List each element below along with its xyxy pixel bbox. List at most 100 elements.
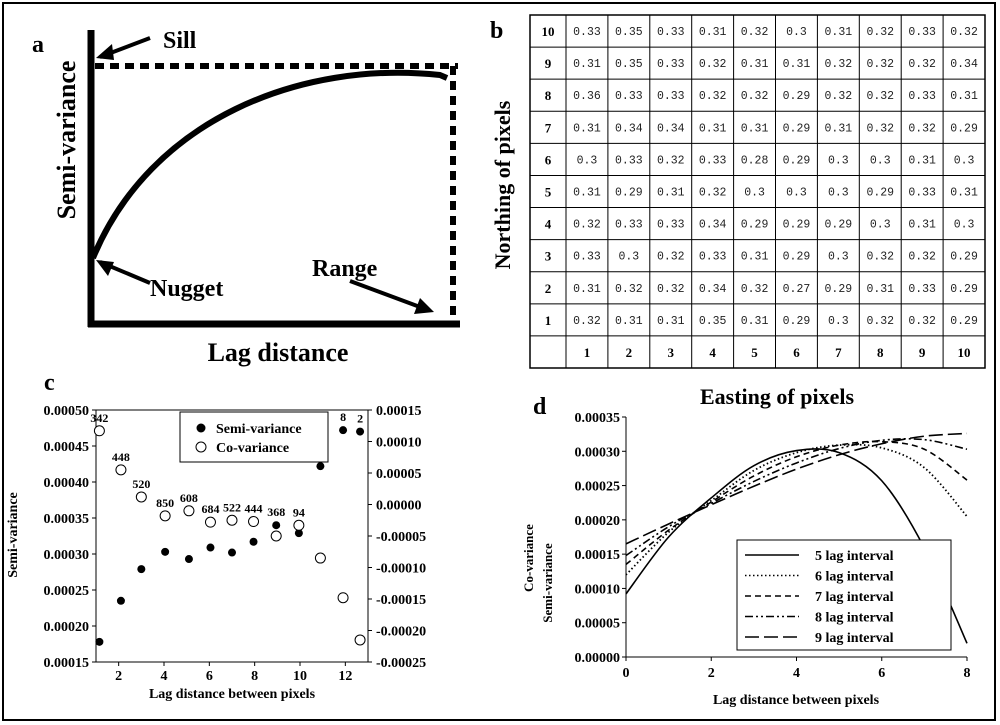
model-curve (625, 438, 968, 557)
panel-d-y-label-2: Co-variance (521, 524, 536, 592)
x-tick-label: 2 (115, 669, 122, 684)
table-cell: 0.32 (866, 90, 894, 103)
table-cell: 0.32 (573, 315, 601, 328)
table-cell: 0.32 (866, 26, 894, 39)
nugget-arrowhead (96, 260, 114, 276)
pair-count-label: 368 (267, 505, 285, 519)
panel-a-label: a (32, 32, 44, 58)
table-cell: 0.29 (866, 187, 894, 200)
covariance-point (314, 552, 326, 564)
table-cell: 0.3 (870, 219, 891, 232)
y2-tick-label: 0.00015 (376, 404, 422, 419)
table-cell: 0.31 (657, 187, 685, 200)
x-tick-label: 4 (793, 666, 800, 681)
covariance-point (183, 505, 195, 517)
y2-tick-label: -0.00010 (376, 562, 426, 577)
sill-arrowhead (96, 44, 114, 60)
table-cell: 0.32 (657, 154, 685, 167)
table-cell: 0.34 (615, 122, 643, 135)
panel-c-plot: 2 4 6 8 10 12 0.00015 0.00020 0.00025 0.00030 0.00… (44, 404, 427, 684)
table-cell: 0.3 (828, 315, 849, 328)
table-cell: 0.28 (741, 154, 769, 167)
y-tick-label: 0.00015 (44, 656, 90, 671)
semivariance-point (184, 555, 193, 564)
table-cell: 0.29 (783, 219, 811, 232)
range-annotation: Range (312, 256, 378, 282)
x-tick-label: 8 (964, 666, 971, 681)
row-label: 6 (545, 152, 552, 167)
covariance-point (115, 464, 127, 476)
pair-count-label: 522 (223, 500, 241, 514)
table-cell: 0.32 (866, 122, 894, 135)
table-cell: 0.32 (908, 251, 936, 264)
model-curve (625, 440, 968, 566)
table-cell: 0.33 (615, 219, 643, 232)
panel-b: b Northing of pixels Easting of pixels 1… (490, 14, 986, 409)
model-curve (625, 432, 968, 545)
x-tick-label: 0 (623, 666, 630, 681)
table-cell: 0.32 (657, 283, 685, 296)
column-label: 3 (668, 345, 675, 360)
table-cell: 0.31 (573, 122, 601, 135)
table-cell: 0.33 (657, 219, 685, 232)
table-cell: 0.3 (786, 187, 807, 200)
pixel-table: 10 0.33 0.35 0.33 0.31 0.32 0.3 0.31 0.32 0.33 0.3… (529, 14, 986, 369)
table-cell: 0.31 (573, 283, 601, 296)
table-cell: 0.29 (950, 315, 978, 328)
legend-label: 8 lag interval (815, 611, 894, 626)
table-cell: 0.32 (615, 283, 643, 296)
y2-tick-label: 0.00010 (376, 436, 422, 451)
row-label: 2 (545, 281, 552, 296)
table-cell: 0.3 (744, 187, 765, 200)
table-cell: 0.32 (908, 122, 936, 135)
table-cell: 0.29 (741, 219, 769, 232)
panel-d-y-label: Semi-variance (540, 543, 555, 623)
semivariance-point (116, 596, 125, 605)
pair-count-label: 94 (293, 505, 305, 519)
row-label: 9 (545, 56, 552, 71)
table-cell: 0.29 (615, 187, 643, 200)
panel-d-label: d (533, 394, 547, 420)
table-cell: 0.34 (699, 219, 727, 232)
panel-d: d 0 2 4 6 8 0.00000 0.00005 0.00010 0.00015 0.000… (521, 394, 971, 708)
pair-count-label: 850 (156, 496, 174, 510)
table-cell: 0.35 (615, 26, 643, 39)
semivariance-point (356, 427, 365, 436)
table-cell: 0.33 (908, 90, 936, 103)
table-cell: 0.31 (783, 58, 811, 71)
table-cell: 0.3 (954, 219, 975, 232)
table-cell: 0.31 (866, 283, 894, 296)
table-border (529, 14, 986, 369)
pair-count-label: 444 (245, 502, 263, 516)
table-cell: 0.31 (657, 315, 685, 328)
table-cell: 0.34 (950, 58, 978, 71)
pair-count-label: 608 (180, 491, 198, 505)
table-cell: 0.33 (615, 154, 643, 167)
y2-tick-label: -0.00015 (376, 593, 426, 608)
table-cell: 0.32 (699, 187, 727, 200)
table-cell: 0.34 (657, 122, 685, 135)
table-cell: 0.31 (615, 315, 643, 328)
panel-b-label: b (490, 18, 503, 44)
y-tick-label: 0.00020 (44, 620, 90, 635)
table-cell: 0.33 (908, 26, 936, 39)
covariance-point (270, 530, 282, 542)
table-cell: 0.33 (573, 26, 601, 39)
range-arrow (349, 279, 429, 312)
y2-tick-label: -0.00005 (376, 530, 426, 545)
row-label: 1 (545, 313, 552, 328)
table-cell: 0.32 (908, 58, 936, 71)
semivariance-point (294, 529, 303, 538)
column-label: 8 (877, 345, 884, 360)
table-cell: 0.32 (866, 315, 894, 328)
table-cell: 0.29 (825, 283, 853, 296)
x-tick-label: 6 (878, 666, 885, 681)
y-tick-label: 0.00005 (575, 617, 621, 632)
table-cell: 0.29 (950, 122, 978, 135)
column-label: 2 (626, 345, 633, 360)
legend-box (736, 539, 952, 651)
legend-covariance-marker (195, 441, 207, 453)
table-cell: 0.33 (908, 283, 936, 296)
